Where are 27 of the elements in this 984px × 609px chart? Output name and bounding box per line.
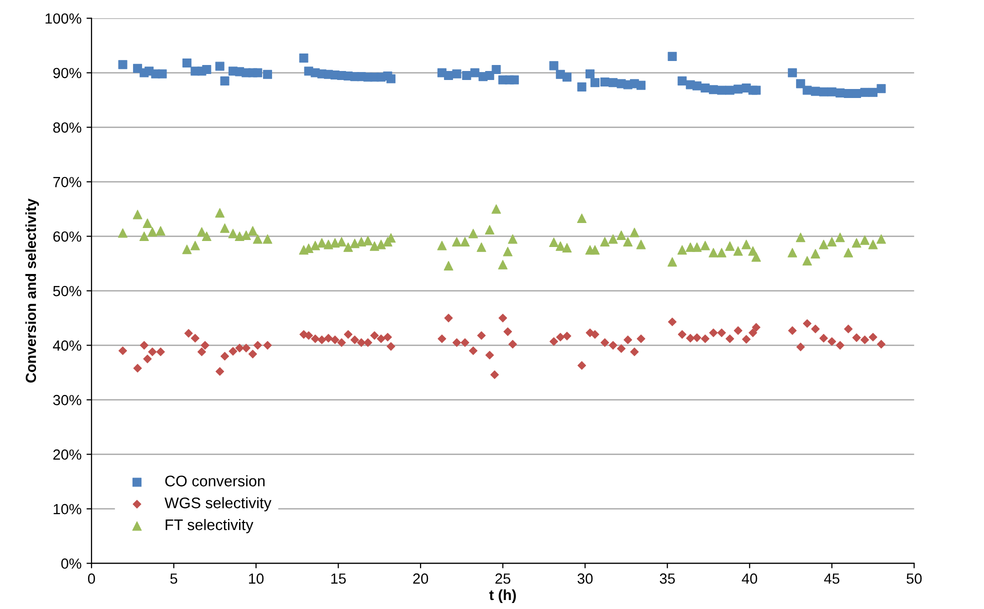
legend-label: FT selectivity bbox=[166, 518, 254, 534]
x-tick-label: 20 bbox=[413, 573, 428, 584]
x-tick-label: 0 bbox=[88, 573, 95, 584]
x-tick-label: 50 bbox=[906, 573, 922, 584]
legend-label: CO conversion bbox=[165, 475, 265, 486]
x-tick-label: 45 bbox=[824, 574, 840, 584]
x-tick-label: 35 bbox=[660, 573, 675, 584]
y-tick-label: 20% bbox=[53, 449, 82, 460]
x-tick-label: 10 bbox=[249, 573, 264, 584]
x-tick-label: 15 bbox=[331, 574, 346, 584]
legend-label: WGS selectivity bbox=[164, 497, 272, 512]
y-tick-label: 90% bbox=[53, 68, 82, 78]
y-tick-label: 40% bbox=[52, 340, 82, 351]
x-axis-title: t (h) bbox=[489, 589, 516, 604]
x-tick-label: 25 bbox=[495, 573, 510, 584]
y-tick-label: 50% bbox=[53, 286, 82, 296]
y-tick-label: 60% bbox=[53, 231, 82, 242]
x-tick-label: 5 bbox=[170, 574, 178, 584]
y-tick-label: 10% bbox=[54, 504, 82, 514]
y-tick-label: 0% bbox=[61, 558, 82, 569]
x-tick-label: 30 bbox=[578, 573, 593, 584]
y-tick-label: 30% bbox=[53, 394, 82, 406]
x-tick-label: 40 bbox=[742, 573, 758, 584]
y-tick-label: 80% bbox=[53, 122, 82, 133]
y-axis-title: Conversion and selectivity bbox=[25, 198, 39, 383]
y-tick-label: 70% bbox=[53, 176, 82, 188]
y-tick-label: 100% bbox=[46, 13, 82, 24]
